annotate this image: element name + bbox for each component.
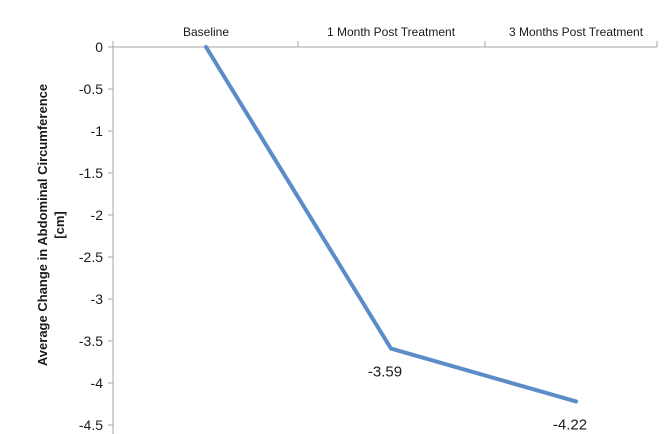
y-axis-title-line: Average Change in Abdominal Circumferenc…: [35, 84, 50, 366]
series-layer: [204, 45, 578, 404]
x-axis: Baseline 1 Month Post Treatment 3 Months P…: [112, 25, 658, 48]
y-axis-title-text: Average Change in Abdominal Circumferenc…: [35, 84, 67, 366]
y-tick-label: -3: [91, 291, 104, 307]
y-tick-label: -2: [91, 207, 104, 223]
x-category-label: 1 Month Post Treatment: [327, 25, 456, 39]
series-line: [204, 45, 578, 404]
data-label-layer: -3.59 -4.22: [368, 364, 587, 434]
y-tick-label: -1.5: [79, 165, 103, 181]
data-label: -3.59: [368, 364, 402, 381]
y-tick-label: 0: [95, 39, 103, 55]
y-tick-label: -3.5: [79, 333, 103, 349]
y-tick-label: -2.5: [79, 249, 103, 265]
x-category-label: Baseline: [183, 25, 229, 39]
x-category-label: 3 Months Post Treatment: [509, 25, 644, 39]
y-axis: 0 -0.5 -1 -1.5 -2 -2.5 -3 -3.5 -4 -4.5: [79, 39, 114, 434]
data-label: -4.22: [553, 416, 587, 433]
y-tick-label: -4: [91, 375, 104, 391]
y-tick-label: -1: [91, 123, 104, 139]
y-axis-title-line: [cm]: [52, 211, 67, 238]
y-tick-label: -0.5: [79, 81, 103, 97]
y-tick-label: -4.5: [79, 417, 103, 433]
y-axis-title: Average Change in Abdominal Circumferenc…: [35, 84, 67, 366]
